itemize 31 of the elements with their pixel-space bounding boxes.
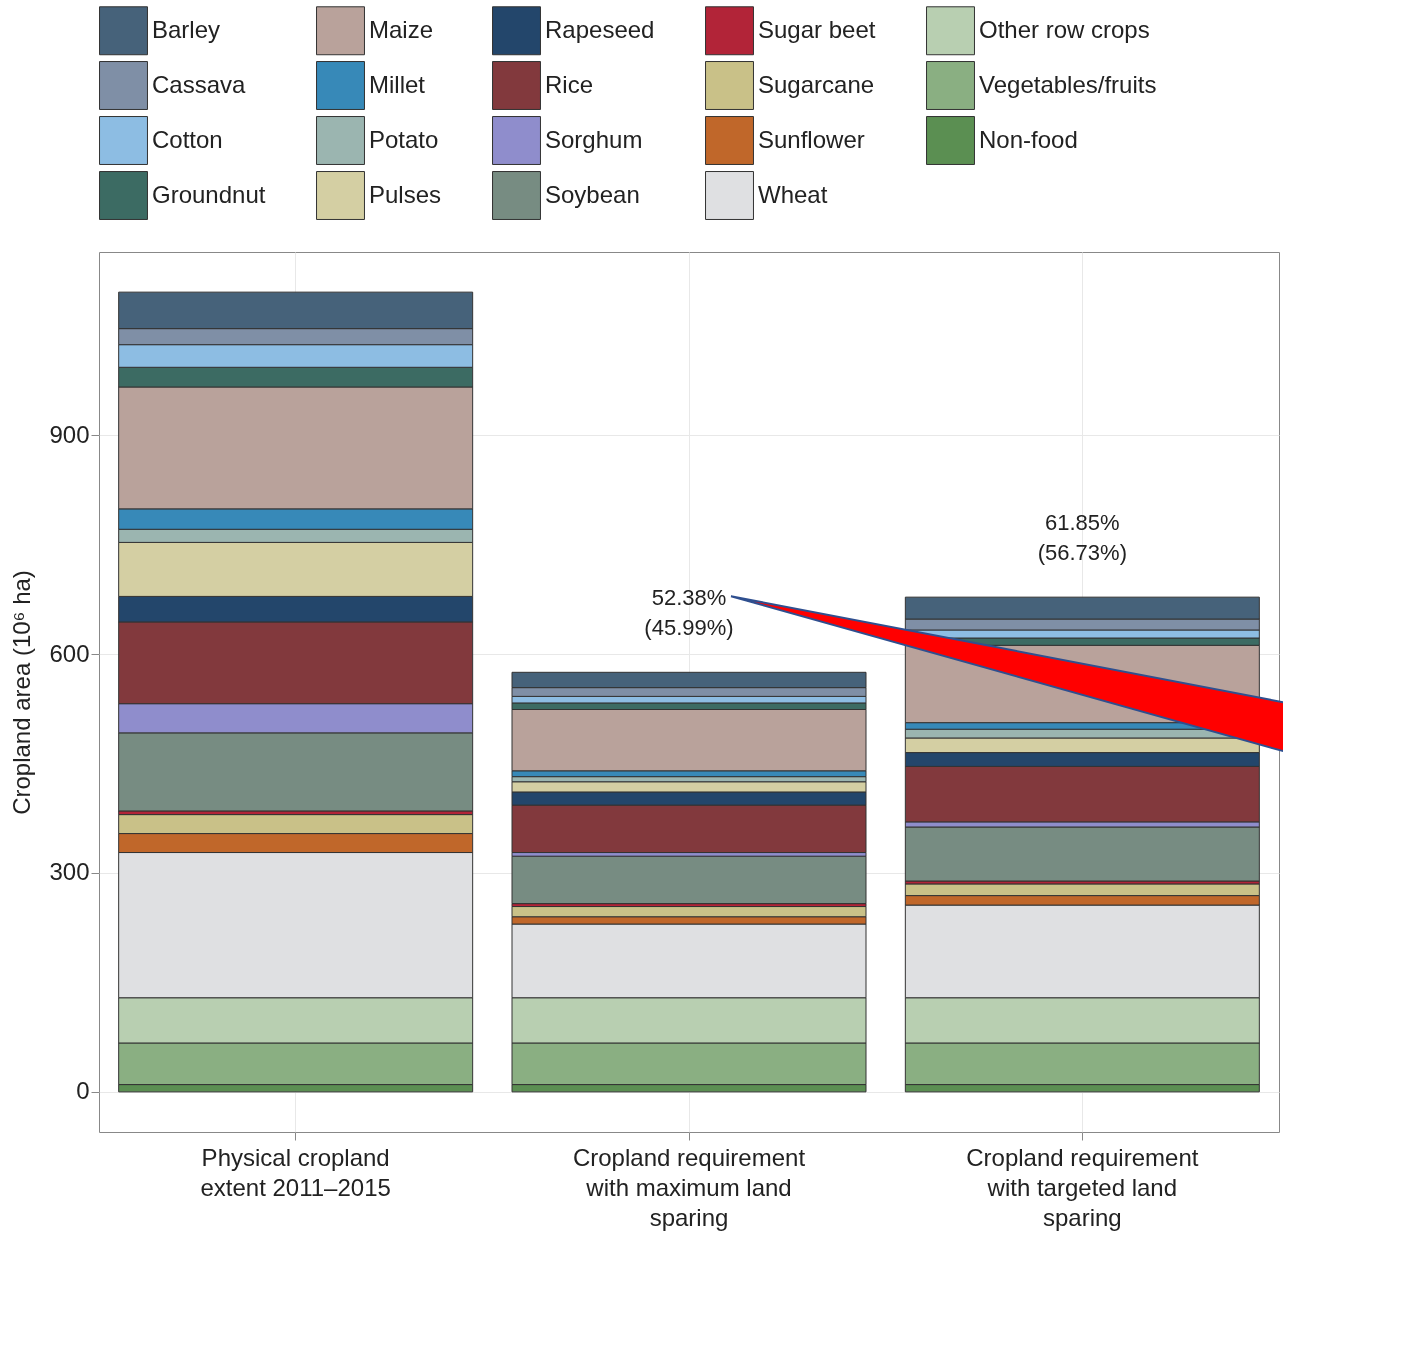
bar (904, 826, 1260, 882)
legend-label: Groundnut (152, 180, 266, 208)
x-tick-label: Physical cropland extent 2011–2015 (200, 1143, 391, 1201)
y-tick-label: 900 (49, 420, 90, 448)
legend-label: Sunflower (758, 125, 865, 153)
x-tick-label: Cropland requirement with maximum land sparing (572, 1143, 806, 1231)
legend-label: Sorghum (545, 125, 643, 153)
legend-label: Rapeseed (545, 15, 655, 43)
legend-label: Soybean (545, 180, 640, 208)
legend-label: Maize (369, 15, 434, 43)
legend-label: Potato (369, 125, 439, 153)
legend-label: Other row crops (979, 15, 1150, 43)
legend-label: Millet (369, 70, 426, 98)
legend-label: Sugarcane (758, 70, 875, 98)
legend-label: Vegetables/fruits (979, 70, 1157, 98)
y-tick-label: 300 (49, 858, 90, 886)
y-tick-label: 600 (49, 639, 90, 667)
x-tick-label: Cropland requirement with targeted land sparing (966, 1143, 1199, 1231)
legend-label: Wheat (758, 180, 828, 208)
bar (511, 855, 867, 905)
annotation: 52.38% (45.99%) (644, 585, 734, 641)
y-tick-label: 0 (76, 1077, 90, 1105)
legend-label: Sugar beet (758, 15, 876, 43)
legend-label: Rice (545, 70, 594, 98)
legend-label: Cotton (152, 125, 223, 153)
legend-label: Barley (152, 15, 221, 43)
legend-label: Cassava (152, 70, 247, 98)
annotation: 61.85% (56.73%) (1037, 510, 1127, 566)
legend-label: Pulses (369, 180, 442, 208)
y-axis-title: Cropland area (10⁶ ha) (8, 570, 36, 815)
legend-label: Non-food (979, 125, 1078, 153)
